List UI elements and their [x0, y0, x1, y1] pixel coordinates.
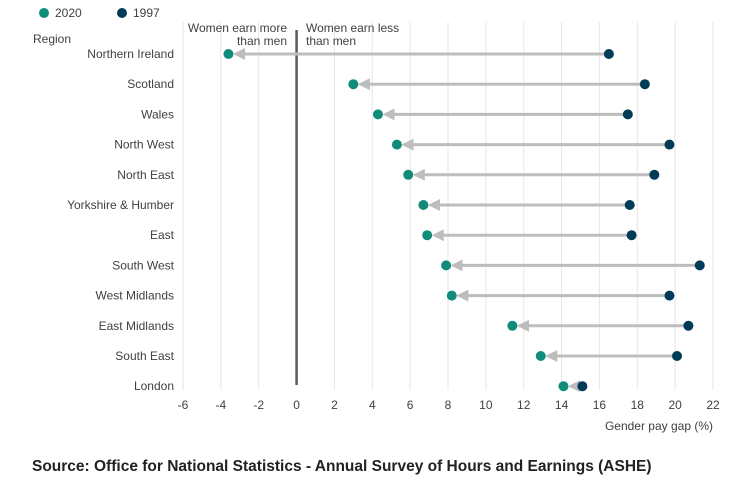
point-1997 [694, 260, 705, 271]
category-label: Scotland [127, 77, 174, 91]
legend-label-2020: 2020 [55, 6, 82, 20]
legend-dot-2020 [39, 8, 49, 18]
category-label: London [134, 379, 174, 393]
x-axis-title: Gender pay gap (%) [605, 419, 713, 433]
point-1997 [649, 169, 660, 180]
point-2020 [535, 351, 546, 361]
x-tick-label: 4 [369, 398, 376, 412]
point-2020 [446, 290, 457, 301]
point-1997 [639, 79, 650, 90]
category-label: East Midlands [99, 319, 174, 333]
x-tick-label: 2 [331, 398, 338, 412]
point-1997 [664, 139, 675, 150]
x-tick-label: 18 [631, 398, 645, 412]
legend-label-1997: 1997 [133, 6, 160, 20]
point-1997 [683, 320, 694, 331]
annotation-left-line2: than men [237, 34, 287, 48]
x-tick-label: 8 [445, 398, 452, 412]
x-tick-label: -4 [216, 398, 227, 412]
x-tick-label: 16 [593, 398, 607, 412]
legend-item-1997: 1997 [117, 6, 160, 20]
category-label: Yorkshire & Humber [67, 198, 174, 212]
x-tick-label: 0 [293, 398, 300, 412]
category-label: North West [114, 138, 174, 152]
category-label: South East [115, 349, 174, 363]
legend-item-2020: 2020 [39, 6, 82, 20]
dumbbell-chart: Region Women earn more than men Women ea… [33, 21, 720, 433]
annotation-right-line2: than men [306, 34, 356, 48]
x-tick-label: 10 [479, 398, 493, 412]
point-2020 [507, 320, 518, 331]
category-label: South West [112, 258, 174, 272]
legend-dot-1997 [117, 8, 127, 18]
x-axis-ticks: -6 -4 -2 0 2 4 6 8 10 12 14 16 18 20 22 [178, 398, 720, 412]
annotation-left-line1: Women earn more [188, 21, 287, 35]
point-1997 [622, 109, 633, 120]
point-2020 [441, 260, 452, 271]
x-tick-label: 6 [407, 398, 414, 412]
point-2020 [558, 381, 569, 392]
point-1997 [577, 381, 588, 392]
point-2020 [422, 230, 433, 241]
point-2020 [391, 139, 402, 150]
y-axis-title: Region [33, 32, 71, 46]
point-2020 [348, 79, 359, 90]
point-2020 [372, 109, 383, 120]
chart-rows: Northern Ireland Scotland Wales North West N… [67, 47, 705, 393]
x-tick-label: 14 [555, 398, 569, 412]
category-label: West Midlands [96, 289, 174, 303]
source-note: Source: Office for National Statistics -… [32, 458, 652, 475]
point-1997 [672, 351, 683, 361]
x-tick-label: -6 [178, 398, 189, 412]
point-2020 [418, 200, 429, 210]
x-tick-label: 20 [668, 398, 682, 412]
category-label: Wales [141, 107, 174, 121]
category-label: East [150, 228, 175, 242]
point-1997 [664, 290, 675, 301]
point-1997 [626, 230, 637, 241]
x-tick-label: 22 [706, 398, 720, 412]
point-2020 [403, 169, 414, 180]
x-tick-label: -2 [253, 398, 264, 412]
point-1997 [603, 49, 614, 59]
category-label: Northern Ireland [87, 47, 174, 61]
category-label: North East [117, 168, 174, 182]
annotation-right-line1: Women earn less [306, 21, 399, 35]
point-2020 [223, 49, 234, 59]
x-tick-label: 12 [517, 398, 531, 412]
point-1997 [624, 200, 635, 210]
